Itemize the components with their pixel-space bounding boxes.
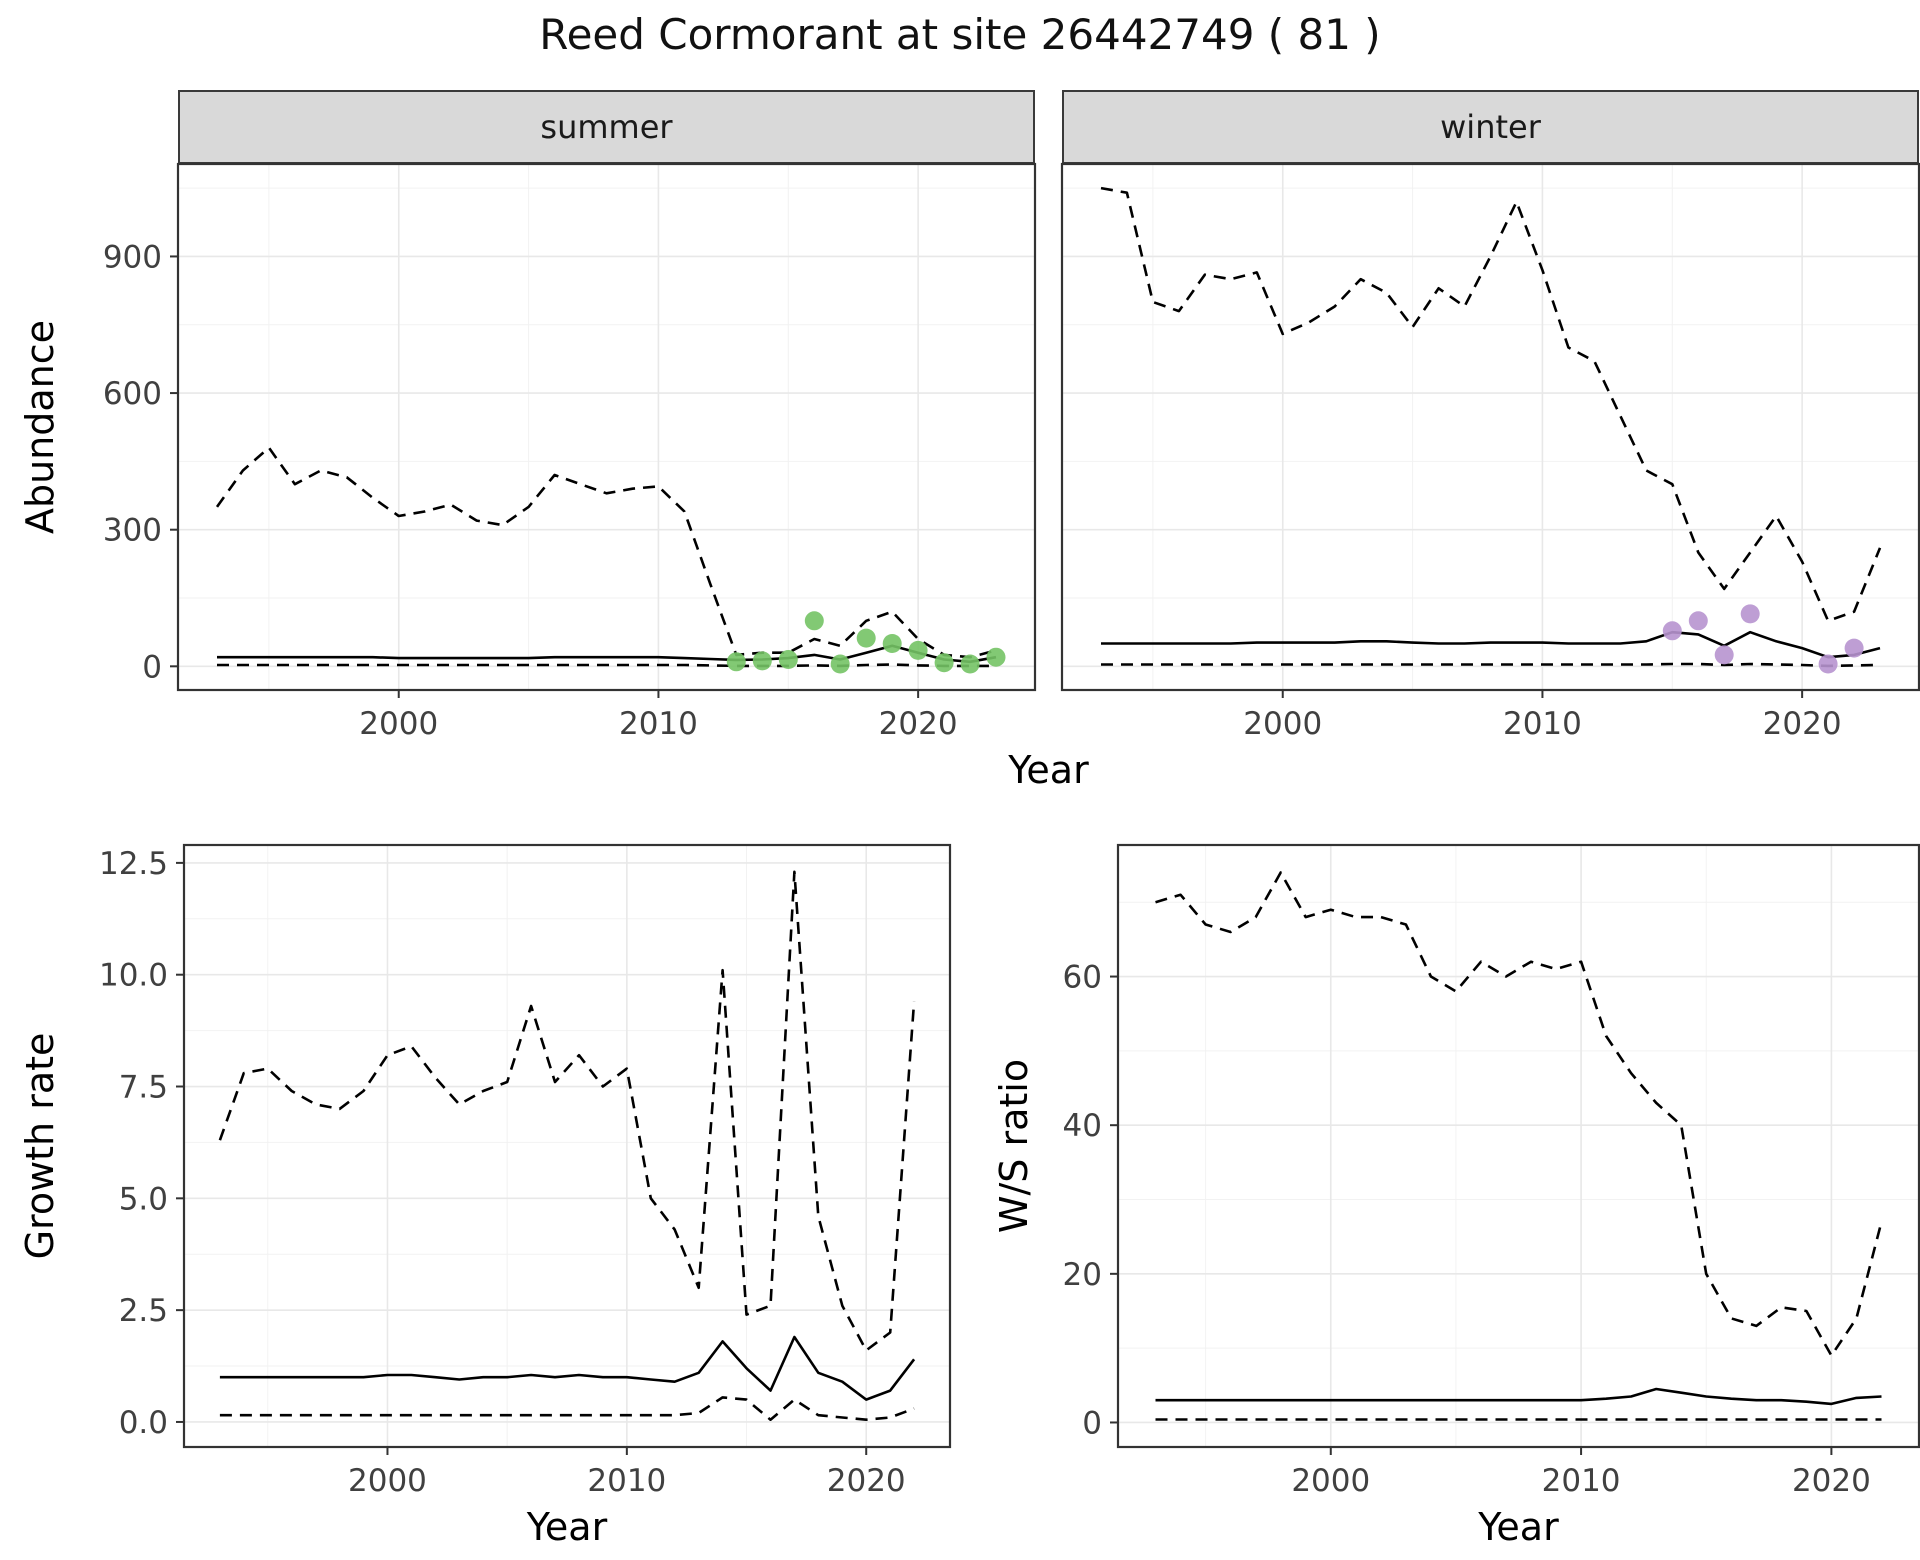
y-tick-label: 10.0 [99, 958, 168, 994]
abundance-summer-observed-point [882, 634, 902, 653]
y-tick-label: 20 [1063, 1257, 1102, 1293]
growth-rate-panel: 2000 2010 2020 0.0 2.5 5.0 7.5 10.0 12.5 [99, 843, 952, 1499]
y-tick-label: 12.5 [99, 846, 168, 882]
abundance-summer-observed-point [986, 647, 1006, 667]
abundance-summer-observed-point [908, 640, 928, 660]
panel-border [182, 843, 952, 1449]
abundance-winter-observed-point [1688, 611, 1708, 631]
ws-ratio-median-line [1155, 1387, 1882, 1406]
ws-ratio-upper-ci-line [1155, 871, 1883, 1357]
x-tick-label: 2010 [1503, 706, 1582, 742]
growth-rate-upper-ci-line [218, 870, 916, 1352]
x-tick-label: 2000 [1291, 1463, 1370, 1499]
abundance-winter-observed-point [1844, 638, 1864, 658]
abundance-summer-upper-ci-line [215, 446, 997, 659]
abundance-winter-observed-point [1662, 621, 1682, 641]
year-axis-label-growth: Year [526, 1505, 608, 1549]
y-tick-label: 2.5 [119, 1293, 168, 1329]
abundance-summer-observed-point [778, 650, 798, 669]
y-tick-label: 0.0 [119, 1405, 168, 1441]
abundance-summer-observed-point [752, 651, 772, 671]
year-axis-label-top: Year [1008, 748, 1089, 792]
abundance-summer-median-line [217, 644, 997, 664]
abundance-summer-observed-point [934, 653, 954, 673]
panel-background [184, 845, 950, 1447]
facet-strip-summer: summer [178, 90, 1035, 164]
panel-background [1062, 164, 1919, 690]
abundance-summer-panel: 2000 2010 2020 0 300 600 900 [103, 162, 1037, 742]
abundance-winter-lower-ci-line [1101, 662, 1881, 668]
abundance-summer-observed-point [830, 654, 850, 674]
x-tick-label: 2010 [587, 1463, 666, 1499]
facet-strip-winter: winter [1062, 90, 1919, 164]
panel-border [1060, 162, 1920, 692]
facet-strip-summer-label: summer [540, 108, 673, 146]
x-tick-label: 2020 [1792, 1463, 1871, 1499]
ws-ratio-axis-label: W/S ratio [992, 1058, 1036, 1234]
growth-rate-median-line [219, 1335, 916, 1401]
abundance-summer-observed-point [804, 611, 824, 631]
x-tick-label: 2010 [619, 706, 698, 742]
abundance-winter-observed-point [1740, 604, 1760, 624]
ws-ratio-canvas: 2000 2010 2020 0 20 40 60 [1063, 843, 1920, 1499]
abundance-winter-observed-point [1818, 654, 1838, 674]
y-tick-label: 7.5 [119, 1070, 168, 1106]
abundance-winter-canvas: 2000 2010 2020 [1060, 162, 1920, 742]
panel-background [1118, 845, 1919, 1447]
growth-rate-canvas: 2000 2010 2020 0.0 2.5 5.0 7.5 10.0 12.5 [99, 843, 952, 1499]
abundance-axis-label: Abundance [18, 319, 62, 535]
panel-border [176, 162, 1037, 692]
year-axis-label-ws: Year [1478, 1505, 1559, 1549]
facet-strip-winter-label: winter [1440, 108, 1541, 146]
abundance-summer-canvas: 2000 2010 2020 0 300 600 900 [103, 162, 1037, 742]
y-tick-label: 600 [103, 376, 162, 412]
y-tick-label: 300 [103, 513, 162, 549]
growth-rate-lower-ci-line [219, 1396, 915, 1421]
x-tick-label: 2020 [1763, 706, 1842, 742]
abundance-summer-lower-ci-line [217, 663, 996, 668]
abundance-winter-panel: 2000 2010 2020 [1060, 162, 1920, 742]
chart-title: Reed Cormorant at site 26442749 ( 81 ) [539, 10, 1381, 59]
x-tick-label: 2010 [1542, 1463, 1621, 1499]
y-tick-label: 0 [1082, 1405, 1102, 1441]
x-tick-label: 2000 [348, 1463, 427, 1499]
y-tick-label: 0 [142, 649, 162, 685]
abundance-winter-upper-ci-line [1100, 186, 1882, 623]
panel-border [1116, 843, 1920, 1449]
y-tick-label: 5.0 [119, 1181, 168, 1217]
y-tick-label: 900 [103, 239, 162, 275]
x-tick-label: 2020 [879, 706, 958, 742]
x-tick-label: 2000 [359, 706, 438, 742]
ws-ratio-panel: 2000 2010 2020 0 20 40 60 [1063, 843, 1920, 1499]
y-tick-label: 60 [1063, 960, 1102, 996]
x-tick-label: 2020 [827, 1463, 906, 1499]
abundance-winter-observed-point [1714, 645, 1734, 665]
panel-background [178, 164, 1035, 690]
x-tick-label: 2000 [1243, 706, 1322, 742]
abundance-winter-median-line [1101, 630, 1881, 659]
abundance-summer-observed-point [856, 628, 876, 648]
abundance-summer-observed-point [960, 654, 980, 674]
y-tick-label: 40 [1063, 1108, 1102, 1144]
abundance-summer-observed-point [726, 652, 746, 672]
growth-rate-axis-label: Growth rate [18, 1032, 62, 1260]
